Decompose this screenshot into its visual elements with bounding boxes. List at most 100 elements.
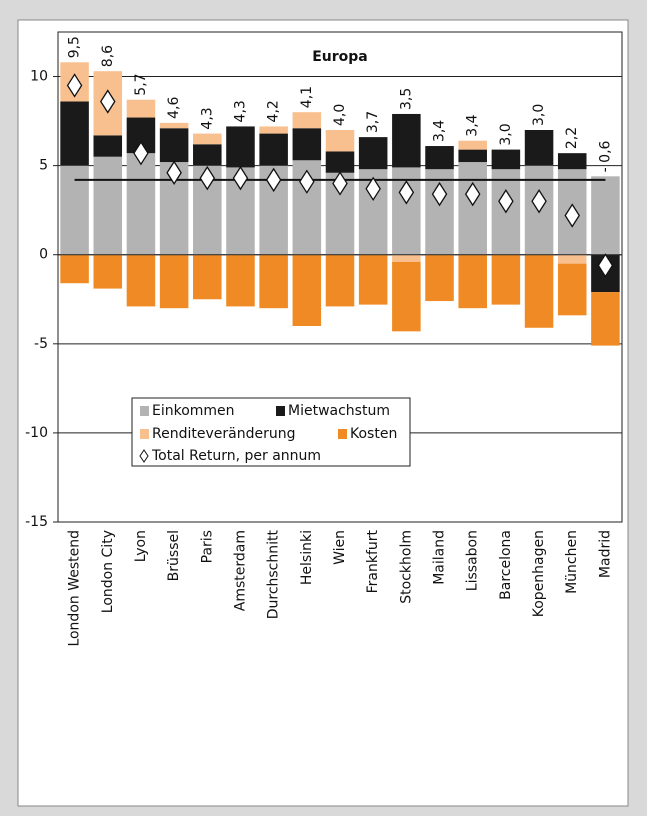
x-tick-label: London City — [100, 530, 116, 613]
total-return-marker — [365, 176, 381, 202]
legend-label: Renditeveränderung — [152, 426, 295, 442]
bar-segment — [93, 156, 123, 255]
bar-segment — [292, 112, 322, 129]
bar-segment — [557, 153, 587, 170]
value-label: 4,3 — [232, 100, 248, 122]
bar-segment — [392, 113, 421, 168]
bar-segment — [458, 140, 487, 150]
legend-marker — [139, 449, 149, 463]
bar-segment — [193, 254, 222, 300]
value-label: 3,4 — [465, 114, 481, 136]
value-label: 3,0 — [531, 104, 547, 126]
legend-label: Total Return, per annum — [151, 448, 321, 464]
bar-segment — [392, 254, 421, 262]
legend-label: Kosten — [350, 426, 397, 442]
bar-segment — [358, 137, 388, 170]
total-return-marker — [531, 189, 547, 214]
x-tick-label: Helsinki — [299, 530, 315, 585]
total-return-marker — [265, 167, 282, 193]
bar-segment — [126, 153, 156, 255]
x-tick-label: Lissabon — [465, 530, 481, 591]
bar-segment — [93, 254, 123, 289]
bar-segment — [358, 254, 388, 305]
value-label: 3,4 — [432, 120, 448, 142]
bar-segment — [425, 146, 454, 170]
bar-segment — [325, 130, 355, 152]
bar-segment — [292, 128, 322, 161]
x-tick-label: London Westend — [67, 530, 83, 647]
legend-swatch — [140, 429, 149, 439]
total-return-marker — [166, 160, 182, 185]
total-return-marker — [398, 180, 415, 205]
bar-segment — [60, 254, 89, 284]
value-label: 5,7 — [133, 73, 149, 95]
value-label: 3,7 — [365, 111, 381, 133]
legend-box — [131, 397, 411, 467]
bar-segment — [60, 101, 89, 166]
value-label: 4,1 — [299, 86, 315, 108]
x-tick-label: Amsterdam — [232, 530, 248, 611]
bar-segment — [591, 176, 620, 255]
bar-segment — [259, 133, 288, 166]
x-tick-label: München — [564, 530, 580, 594]
total-return-marker — [66, 73, 83, 98]
bar-segment — [458, 149, 487, 163]
y-tick-label: -10 — [25, 425, 48, 441]
total-return-marker — [332, 171, 348, 196]
chart-title: Europa — [312, 49, 368, 65]
x-tick-label: Madrid — [597, 530, 613, 578]
bar-segment — [193, 133, 222, 145]
x-tick-label: Paris — [199, 530, 215, 563]
legend-swatch — [276, 406, 285, 416]
value-label: 2,2 — [564, 127, 580, 149]
value-label: - 0,6 — [597, 140, 613, 172]
bar-segment — [491, 149, 521, 170]
bar-segment — [425, 254, 454, 302]
bar-segment — [292, 254, 322, 326]
total-return-marker — [199, 165, 216, 191]
bar-segment — [591, 292, 620, 346]
value-label: 8,6 — [100, 45, 116, 67]
legend-label: Mietwachstum — [288, 403, 390, 419]
value-label: 9,5 — [67, 36, 83, 58]
legend-swatch — [338, 429, 347, 439]
total-return-marker — [133, 140, 149, 166]
y-tick-label: -5 — [34, 336, 48, 352]
legend-swatch — [140, 406, 149, 416]
value-label: 4,3 — [199, 107, 215, 129]
bar-segment — [524, 130, 554, 166]
y-tick-label: 5 — [39, 158, 48, 174]
total-return-marker — [464, 181, 481, 207]
x-tick-label: Brüssel — [166, 530, 182, 581]
y-tick-label: 0 — [39, 247, 48, 263]
legend-label: Einkommen — [152, 403, 235, 419]
value-label: 4,0 — [332, 104, 348, 126]
x-tick-label: Barcelona — [498, 530, 514, 600]
bar-segment — [93, 135, 123, 157]
x-tick-label: Durchschnitt — [266, 529, 282, 619]
y-tick-label: 10 — [30, 69, 48, 85]
bar-segment — [226, 126, 255, 168]
bar-segment — [259, 254, 288, 309]
bar-segment — [557, 263, 587, 316]
bar-segment — [458, 162, 487, 255]
bar-segment — [458, 254, 487, 309]
total-return-marker — [232, 165, 249, 191]
bar-segment — [524, 254, 554, 328]
bar-segment — [325, 254, 355, 307]
bar-segment — [159, 122, 189, 129]
x-tick-label: Kopenhagen — [531, 530, 547, 617]
title-box — [295, 46, 385, 68]
total-return-marker — [564, 203, 581, 228]
value-label: 3,0 — [498, 123, 514, 145]
bar-segment — [126, 99, 156, 118]
total-return-marker — [431, 181, 448, 207]
bar-segment — [159, 128, 189, 163]
y-tick-label: -15 — [25, 514, 48, 530]
value-label: 4,2 — [266, 100, 282, 122]
x-tick-label: Frankfurt — [365, 529, 381, 593]
bar-segment — [193, 144, 222, 166]
value-label: 3,5 — [398, 88, 414, 110]
total-return-marker — [299, 169, 315, 194]
bar-segment — [392, 261, 421, 332]
